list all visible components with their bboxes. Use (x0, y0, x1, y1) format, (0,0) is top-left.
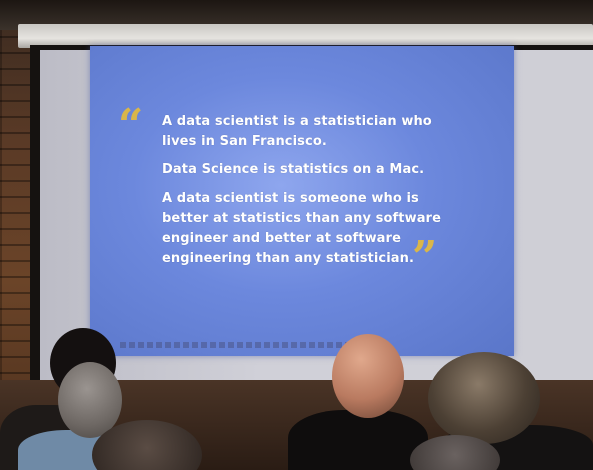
projector-screen-roller (18, 24, 593, 48)
quote-line-3: A data scientist is someone who is bette… (162, 191, 441, 266)
open-quote-icon: “ (118, 100, 144, 151)
audience-member-head (332, 334, 404, 418)
quote-line-1: A data scientist is a statistician who l… (162, 114, 432, 149)
slide-footer-text (120, 342, 350, 348)
audience-member-head (58, 362, 122, 438)
audience-member-body (288, 410, 428, 470)
audience-member-head (410, 435, 500, 470)
audience-member-head (92, 420, 202, 470)
close-quote-icon: ” (412, 232, 438, 283)
presentation-slide (90, 46, 514, 356)
quote-line-2: Data Science is statistics on a Mac. (162, 162, 425, 177)
audience-member-head (428, 352, 540, 444)
